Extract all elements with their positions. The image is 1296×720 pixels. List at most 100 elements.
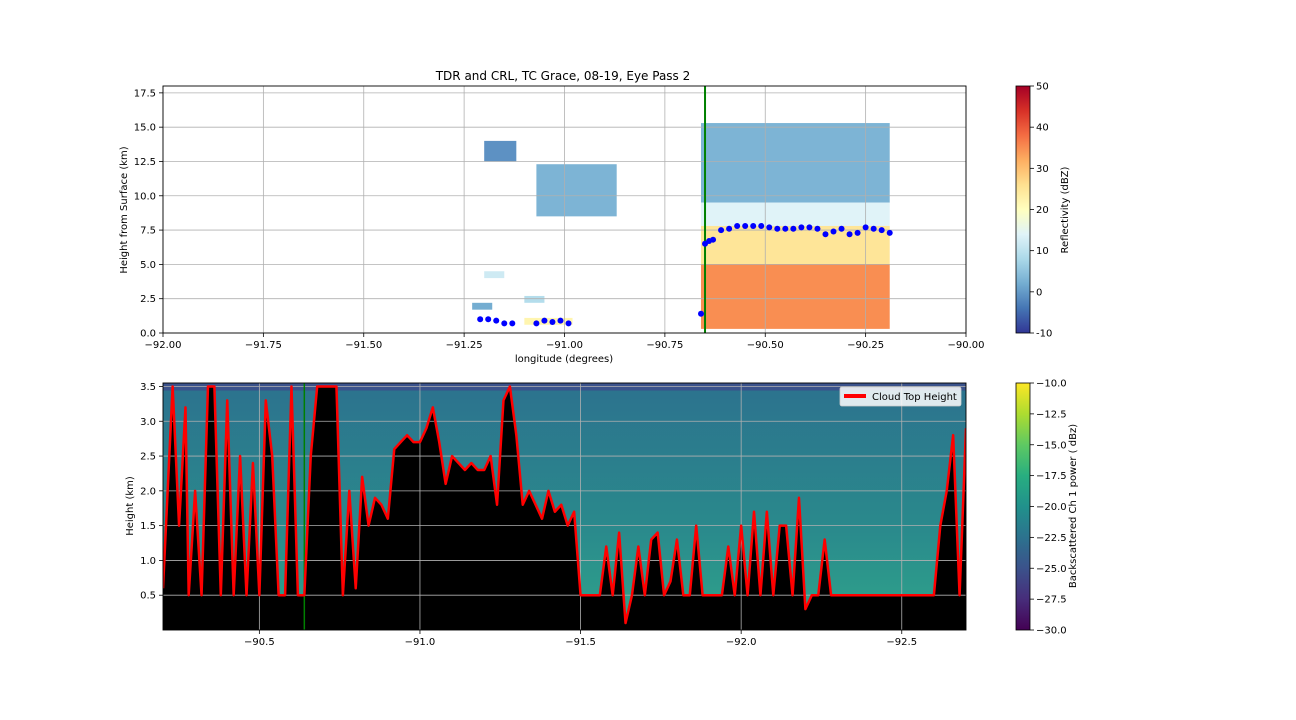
top-data-point bbox=[870, 225, 877, 232]
top-y-tick-label: 10.0 bbox=[134, 191, 156, 202]
top-y-tick-label: 17.5 bbox=[134, 88, 156, 99]
top-y-axis-label: Height from Surface (km) bbox=[119, 146, 130, 273]
top-data-point bbox=[742, 222, 749, 229]
top-data-point bbox=[822, 231, 829, 238]
top-data-point bbox=[718, 227, 725, 234]
reflectivity-colorbar-label: Reflectivity (dBZ) bbox=[1060, 166, 1071, 253]
top-data-point bbox=[854, 229, 861, 236]
top-data-point bbox=[726, 225, 733, 232]
top-data-point bbox=[838, 225, 845, 232]
bottom-x-tick-label: −91.5 bbox=[565, 637, 596, 648]
reflectivity-region-6 bbox=[484, 271, 505, 279]
legend: Cloud Top Height bbox=[839, 386, 962, 407]
top-data-point bbox=[501, 320, 508, 327]
backscatter-colorbar-tick-label: −27.5 bbox=[1036, 595, 1067, 606]
reflectivity-field bbox=[472, 123, 890, 329]
reflectivity-colorbar-tick-label: 30 bbox=[1036, 164, 1049, 175]
top-data-point bbox=[862, 224, 869, 231]
bottom-y-tick-label: 2.0 bbox=[140, 486, 156, 497]
top-data-point bbox=[485, 316, 492, 323]
bottom-x-tick-label: −90.5 bbox=[244, 637, 275, 648]
reflectivity-region-5 bbox=[484, 140, 517, 162]
reflectivity-region-1 bbox=[701, 202, 890, 226]
top-x-tick-label: −92.00 bbox=[144, 340, 181, 351]
bottom-y-tick-label: 1.0 bbox=[140, 556, 156, 567]
legend-box bbox=[839, 386, 962, 407]
top-data-point bbox=[830, 228, 837, 235]
reflectivity-region-2 bbox=[701, 225, 890, 265]
backscatter-colorbar-tick-label: −25.0 bbox=[1036, 564, 1067, 575]
backscatter-colorbar-tick-label: −12.5 bbox=[1036, 409, 1067, 420]
backscatter-colorbar bbox=[1015, 382, 1031, 631]
top-x-tick-label: −91.50 bbox=[345, 340, 382, 351]
bottom-y-axis-label: Height (km) bbox=[125, 476, 136, 536]
top-x-tick-label: −90.75 bbox=[646, 340, 683, 351]
bottom-y-tick-label: 2.5 bbox=[140, 452, 156, 463]
top-data-point bbox=[886, 229, 893, 236]
top-data-point bbox=[806, 224, 813, 231]
reflectivity-region-3 bbox=[701, 264, 890, 329]
top-data-point bbox=[774, 225, 781, 232]
top-y-tick-label: 0.0 bbox=[140, 329, 156, 340]
top-data-point bbox=[846, 231, 853, 238]
top-x-ticks: −92.00 −91.75 −91.50 −91.25 −91.00 −90.75 −90.… bbox=[144, 333, 985, 351]
top-data-point bbox=[790, 225, 797, 232]
attenuated-region bbox=[163, 386, 966, 630]
top-data-point bbox=[493, 317, 500, 324]
reflectivity-colorbar bbox=[1015, 85, 1031, 334]
bottom-x-ticks: −90.5 −91.0 −91.5 −92.0 −92.5 bbox=[244, 630, 917, 648]
top-data-point bbox=[509, 320, 516, 327]
top-data-point bbox=[698, 310, 705, 317]
backscatter-colorbar-label: Backscattered Ch 1 power ( dBz) bbox=[1068, 424, 1079, 588]
chart-title: TDR and CRL, TC Grace, 08-19, Eye Pass 2 bbox=[435, 69, 691, 83]
top-x-tick-label: −91.25 bbox=[446, 340, 483, 351]
reflectivity-colorbar-tick-label: 20 bbox=[1036, 205, 1049, 216]
top-y-ticks: 0.0 2.5 5.0 7.5 10.0 12.5 15.0 17.5 bbox=[134, 88, 163, 340]
bottom-y-tick-label: 1.5 bbox=[140, 521, 156, 532]
legend-label-cloud-top: Cloud Top Height bbox=[872, 392, 957, 403]
top-data-point bbox=[710, 236, 717, 243]
top-data-point bbox=[766, 224, 773, 231]
top-y-tick-label: 7.5 bbox=[140, 226, 156, 237]
bottom-y-tick-label: 3.5 bbox=[140, 382, 156, 393]
bottom-marks bbox=[163, 383, 966, 630]
bottom-axes-frame bbox=[162, 382, 967, 631]
backscatter-colorbar-tick-label: −22.5 bbox=[1036, 533, 1067, 544]
backscatter-colorbar-tick-label: −20.0 bbox=[1036, 502, 1067, 513]
reflectivity-region-9 bbox=[524, 317, 573, 325]
top-data-point bbox=[565, 320, 572, 327]
top-data-point bbox=[878, 227, 885, 234]
bottom-x-tick-label: −92.0 bbox=[726, 637, 757, 648]
top-x-tick-label: −90.25 bbox=[847, 340, 884, 351]
top-data-point bbox=[798, 224, 805, 231]
bottom-x-tick-label: −92.5 bbox=[886, 637, 917, 648]
top-data-point bbox=[477, 316, 484, 323]
reflectivity-colorbar-tick-label: 0 bbox=[1036, 287, 1042, 298]
reflectivity-colorbar-ticks: -10 0 10 20 30 40 50 bbox=[1030, 82, 1052, 340]
top-x-tick-label: −90.50 bbox=[747, 340, 784, 351]
backscatter-colorbar-tick-label: −10.0 bbox=[1036, 379, 1067, 390]
top-y-tick-label: 5.0 bbox=[140, 260, 156, 271]
reflectivity-colorbar-tick-label: 40 bbox=[1036, 123, 1049, 134]
backscatter-field bbox=[163, 383, 966, 630]
top-y-tick-label: 12.5 bbox=[134, 157, 156, 168]
top-data-point bbox=[758, 222, 765, 229]
top-x-tick-label: −91.00 bbox=[546, 340, 583, 351]
bottom-y-ticks: 0.5 1.0 1.5 2.0 2.5 3.0 3.5 bbox=[140, 382, 163, 602]
reflectivity-colorbar-tick-label: -10 bbox=[1036, 329, 1052, 340]
backscatter-colorbar-tick-label: −30.0 bbox=[1036, 626, 1067, 637]
top-data-point bbox=[533, 320, 540, 327]
top-data-point bbox=[734, 222, 741, 229]
top-data-point bbox=[750, 222, 757, 229]
reflectivity-region-8 bbox=[524, 295, 545, 303]
cloud-top-height-line bbox=[163, 385, 966, 625]
backscatter-colorbar-ticks: −30.0 −27.5 −25.0 −22.5 −20.0 −17.5 −15.0 −12.5… bbox=[1030, 379, 1067, 637]
bottom-y-tick-label: 3.0 bbox=[140, 417, 156, 428]
top-y-tick-label: 2.5 bbox=[140, 294, 156, 305]
top-data-point bbox=[557, 317, 564, 324]
reflectivity-colorbar-tick-label: 10 bbox=[1036, 246, 1049, 257]
top-data-point bbox=[541, 317, 548, 324]
reflectivity-region-7 bbox=[472, 302, 493, 310]
top-x-axis-label: longitude (degrees) bbox=[515, 354, 613, 365]
